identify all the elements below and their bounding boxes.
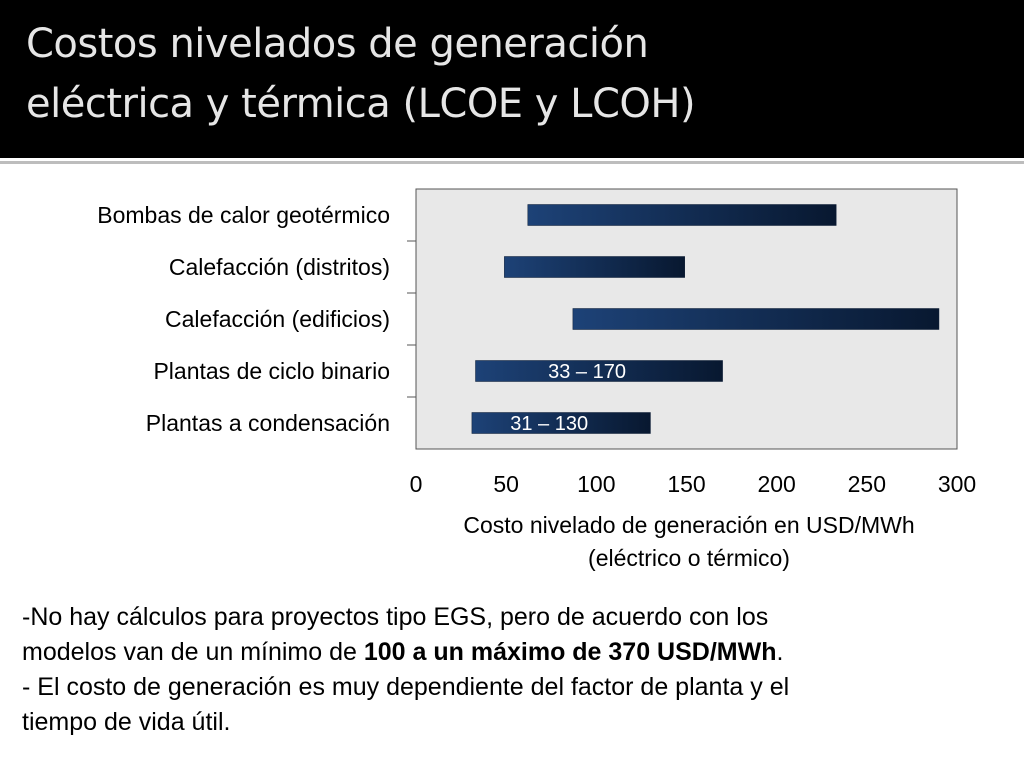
x-tick-label: 300 (938, 471, 976, 497)
x-axis-label-line-1: Costo nivelado de generación en USD/MWh (463, 512, 914, 538)
category-label: Plantas a condensación (146, 410, 390, 436)
note-line-2-emphasis: 100 a un máximo de 370 USD/MWh (363, 638, 777, 666)
note-line-1: -No hay cálculos para proyectos tipo EGS… (22, 603, 769, 631)
category-label: Calefacción (distritos) (169, 254, 390, 280)
y-axis-ticks (407, 240, 416, 398)
x-tick-label: 50 (493, 471, 519, 497)
note-line-2: modelos van de un mínimo de 100 a un máx… (22, 635, 1002, 670)
bar-range (504, 256, 685, 278)
bar-range (572, 308, 940, 330)
bar-data-label: 31 – 130 (510, 413, 588, 435)
x-axis-label-line-2: (eléctrico o térmico) (588, 545, 790, 571)
x-tick-label: 150 (667, 471, 705, 497)
slide-title-line-2: eléctrica y térmica (LCOE y LCOH) (26, 81, 696, 127)
category-labels: Bombas de calor geotérmico Calefacción (d… (97, 202, 390, 436)
x-tick-label: 200 (757, 471, 795, 497)
bar-range (475, 360, 723, 382)
title-bar (0, 0, 1024, 158)
notes-text: -No hay cálculos para proyectos tipo EGS… (22, 600, 1002, 740)
bar-series: 33 – 170 31 – 130 (471, 204, 940, 435)
chart-svg: 33 – 170 31 – 130 Bombas de calor geotérm… (97, 188, 977, 571)
x-tick-label: 0 (410, 471, 423, 497)
note-line-4: tiempo de vida útil. (22, 708, 231, 736)
slide-title-line-1: Costos nivelados de generación (26, 21, 649, 67)
bar-range (471, 412, 651, 434)
note-line-3: - El costo de generación es muy dependie… (22, 673, 790, 701)
note-line-2-text: modelos van de un mínimo de (22, 638, 364, 666)
cost-range-chart: 33 – 170 31 – 130 Bombas de calor geotérm… (0, 170, 1024, 590)
note-line-2-end: . (776, 638, 784, 666)
x-tick-label: 100 (577, 471, 615, 497)
category-label: Plantas de ciclo binario (153, 358, 390, 384)
category-label: Calefacción (edificios) (165, 306, 390, 332)
slide-title: Costos nivelados de generación eléctrica… (26, 14, 1006, 134)
bar-data-label: 33 – 170 (548, 361, 626, 383)
bar-range (527, 204, 837, 226)
x-tick-label: 250 (848, 471, 886, 497)
category-label: Bombas de calor geotérmico (97, 202, 390, 228)
x-tick-labels: 0 50 100 150 200 250 300 (410, 471, 977, 497)
title-divider (0, 161, 1024, 164)
